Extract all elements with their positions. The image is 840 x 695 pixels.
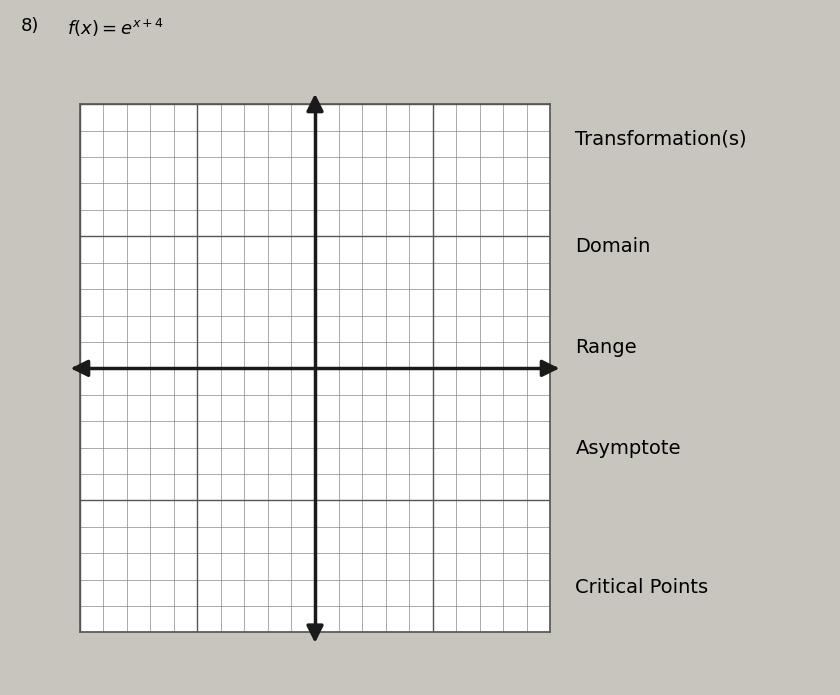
Text: Range: Range: [575, 338, 637, 357]
Text: Asymptote: Asymptote: [575, 439, 681, 458]
Text: $f(x) = e^{x+4}$: $f(x) = e^{x+4}$: [67, 17, 165, 40]
Text: Critical Points: Critical Points: [575, 578, 708, 597]
Text: Domain: Domain: [575, 237, 651, 256]
Text: 8): 8): [21, 17, 39, 35]
Text: Transformation(s): Transformation(s): [575, 129, 747, 149]
